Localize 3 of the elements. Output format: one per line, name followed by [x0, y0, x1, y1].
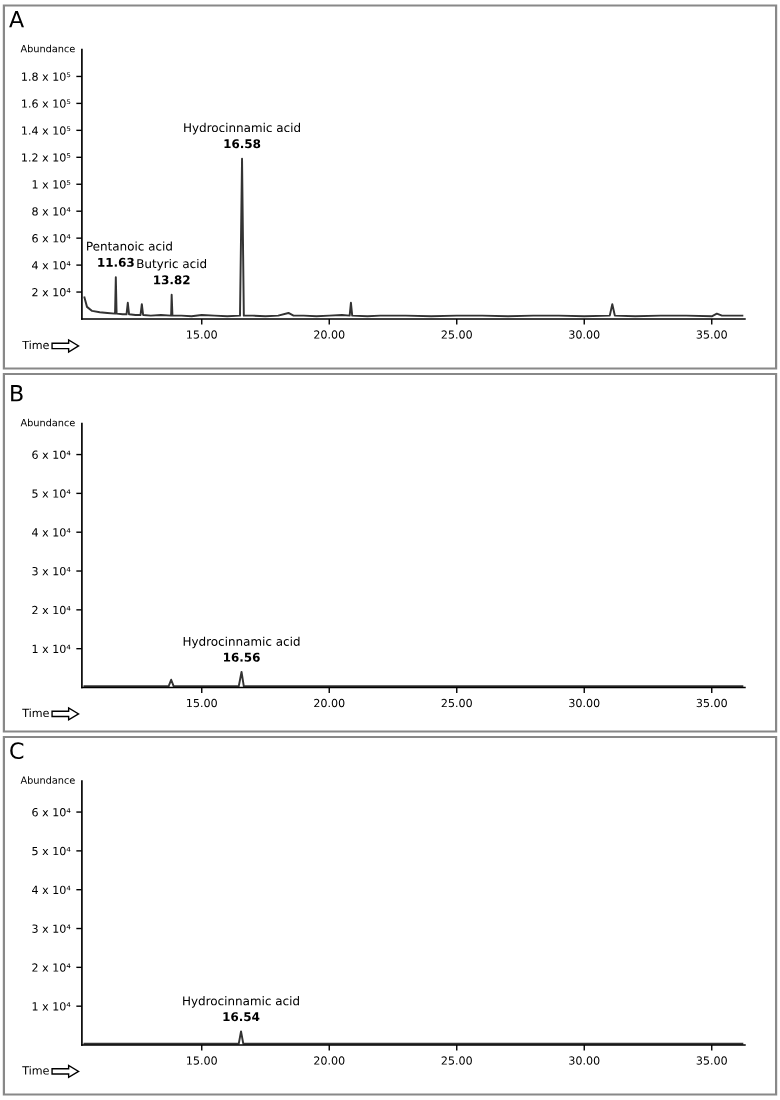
chart-title: B [11, 385, 23, 402]
chart-title: A [9, 11, 24, 28]
chart-title: C [10, 742, 24, 760]
